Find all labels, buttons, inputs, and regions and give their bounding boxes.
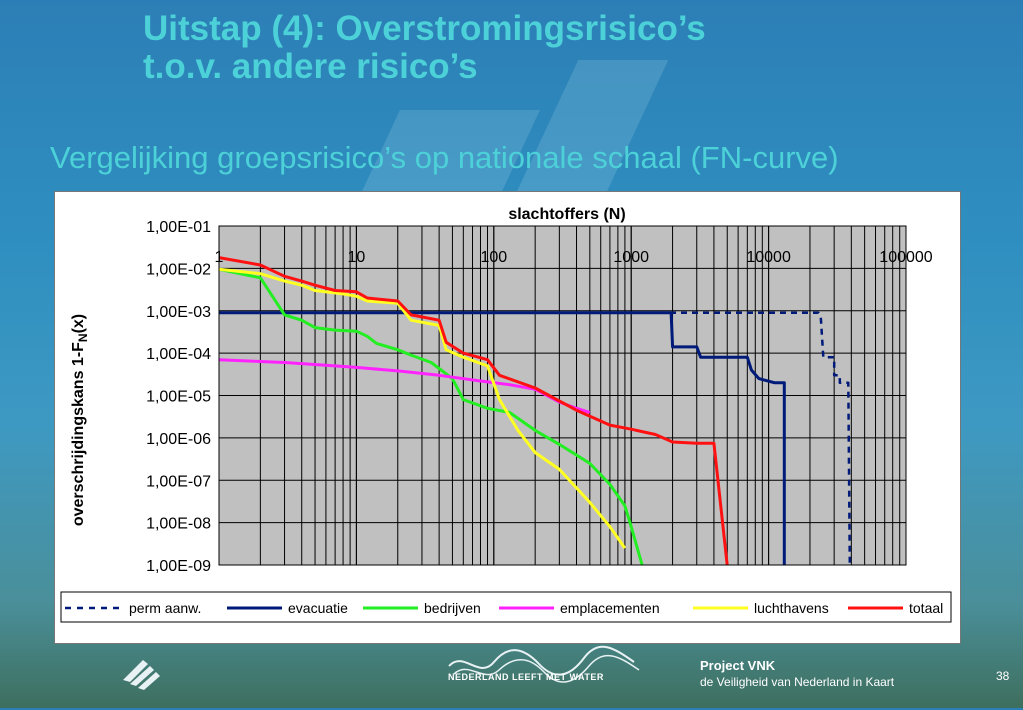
- y-tick-label: 1,00E-05: [146, 389, 211, 406]
- y-axis-title: overschrijdingskans 1-FN(x): [70, 314, 90, 526]
- nlmw-logo: Nederland leeft met water: [444, 644, 664, 708]
- legend-label: totaal: [909, 600, 943, 616]
- y-tick-label: 1,00E-04: [146, 346, 211, 363]
- legend-label: perm aanw.: [129, 600, 201, 616]
- y-tick-label: 1,00E-08: [146, 516, 211, 533]
- wave-logo-icon: [448, 645, 640, 683]
- series-line-luchthavens: [218, 267, 627, 549]
- x-tick-label: 1000: [613, 249, 649, 266]
- x-tick-label: 1: [215, 249, 224, 266]
- x-tick-label: 100: [480, 249, 507, 266]
- series-line-bedrijven: [218, 267, 644, 566]
- vnk-subtitle: de Veiligheid van Nederland in Kaart: [700, 675, 895, 689]
- slide-title-line1: Uitstap (4): Overstromingsrisico’s: [143, 9, 706, 48]
- y-tick-label: 1,00E-09: [146, 558, 211, 575]
- nlmw-text: Nederland leeft met water: [448, 672, 604, 682]
- legend: perm aanw. evacuatie bedrijven emplacemente…: [60, 591, 952, 623]
- y-tick-label: 1,00E-07: [146, 473, 211, 490]
- y-axis-title-main: overschrijdingskans 1-F: [70, 342, 87, 526]
- legend-label: evacuatie: [288, 600, 348, 616]
- series-line-totaal: [218, 256, 729, 566]
- axes: 1,00E-01 1,00E-02 1,00E-03 1,00E-04 1,00E-05…: [146, 219, 933, 575]
- series-line-evacuatie: [219, 311, 786, 565]
- slide-subtitle: Vergelijking groepsrisico’s op nationale…: [50, 140, 839, 175]
- x-tick-label: 100000: [879, 249, 932, 266]
- x-tick-label: 10: [348, 249, 366, 266]
- series-lines: [218, 256, 852, 566]
- legend-label: luchthavens: [754, 600, 829, 616]
- x-axis-title: slachtoffers (N): [508, 206, 625, 223]
- page-number: 38: [996, 669, 1010, 683]
- vnk-footer: Project VNK de Veiligheid van Nederland …: [700, 658, 894, 710]
- fn-curve-chart: 1,00E-01 1,00E-02 1,00E-03 1,00E-04 1,00E-05…: [54, 191, 961, 644]
- legend-label: bedrijven: [424, 600, 481, 616]
- slide-title: Uitstap (4): Overstromingsrisico’s t.o.v…: [143, 10, 706, 86]
- legend-label: emplacementen: [560, 600, 660, 616]
- chart-svg: 1,00E-01 1,00E-02 1,00E-03 1,00E-04 1,00E-05…: [60, 206, 952, 623]
- y-tick-label: 1,00E-01: [146, 219, 211, 236]
- y-tick-label: 1,00E-02: [146, 261, 211, 278]
- slide-title-line2: t.o.v. andere risico’s: [143, 47, 478, 86]
- waterway-logo-icon: [123, 660, 160, 690]
- y-axis-title-end: (x): [70, 314, 87, 334]
- vnk-title: Project VNK: [700, 658, 776, 673]
- y-tick-label: 1,00E-03: [146, 304, 211, 321]
- y-axis-title-sub: N: [76, 333, 90, 342]
- y-tick-label: 1,00E-06: [146, 431, 211, 448]
- plot-border: [218, 225, 907, 566]
- x-tick-label: 10000: [746, 249, 791, 266]
